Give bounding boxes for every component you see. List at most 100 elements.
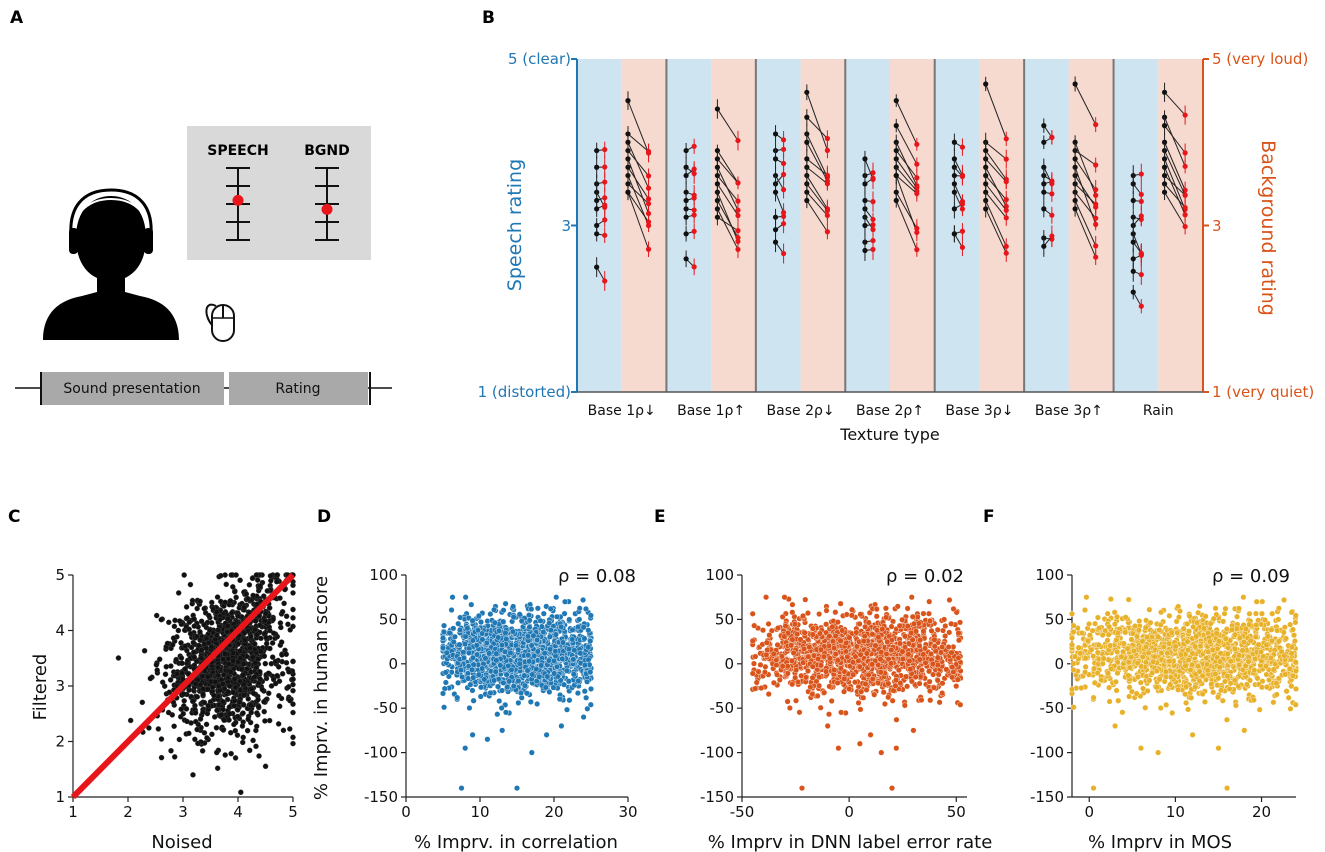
e-point [832,609,839,616]
d-point [552,648,559,655]
b-speech-point-noised [594,222,600,229]
c-point [158,736,165,742]
d-point [475,671,482,678]
d-point [546,688,553,695]
c-point [245,595,251,602]
c-point [238,666,245,673]
c-point [236,699,243,705]
b-speech-point-noised [1041,181,1047,187]
e-point [755,668,762,675]
panel-label-c: C [8,507,20,527]
c-point [254,577,261,583]
d-ytick-label: 50 [379,610,398,628]
b-background-point-noised [983,147,989,154]
d-point [509,628,516,635]
c-point [261,708,267,715]
c-point [267,645,273,652]
b-background-pair-line [1164,117,1186,167]
c-point [248,686,255,692]
c-point [186,730,192,737]
c-point [190,639,197,646]
d-point [491,619,498,626]
c-point [226,683,233,689]
b-background-point-filtered [645,210,652,217]
c-point [250,737,256,744]
d-point [566,697,573,704]
b-speech-point-noised [862,156,868,162]
b-background-band-0 [621,59,667,392]
b-background-point-noised [983,206,989,212]
b-speech-band-2 [755,59,801,392]
b-speech-point-filtered [602,146,608,153]
b-background-pair-line [895,100,918,145]
e-point [857,611,864,618]
b-background-pair-line [985,175,1007,200]
e-point [807,683,814,690]
e-point [928,627,935,634]
c-point [259,686,266,693]
c-point [159,679,166,685]
d-point [544,673,551,680]
c-point [230,689,236,696]
c-point [215,627,221,633]
b-ylabel-left: Speech rating [504,159,526,291]
b-background-pair-line [806,175,828,210]
e-point [838,709,845,716]
e-point [841,688,848,695]
b-xtick-label: Rain [1143,403,1174,419]
b-background-pair-line [1164,158,1186,210]
d-point [475,612,482,619]
d-point [584,705,591,712]
c-point [283,651,290,658]
b-speech-point-noised [772,227,779,233]
e-point [920,610,927,617]
b-speech-point-noised [683,172,689,179]
c-point [200,686,206,692]
c-point [208,644,215,650]
c-ytick-label: 5 [55,566,65,584]
c-point [268,577,274,584]
b-background-pair-line [717,175,739,202]
d-point [449,594,456,601]
e-point [856,663,863,670]
c-point [232,755,239,761]
d-point [550,657,557,664]
d-xtick-label: 30 [618,803,637,821]
b-background-point-noised [625,189,631,195]
c-point [201,699,208,706]
d-point [556,696,563,703]
b-background-pair-line [806,158,828,176]
b-speech-point-noised [862,197,868,204]
e-point [796,709,803,716]
c-point [205,612,212,619]
d-point [470,674,477,681]
c-xtick-label: 4 [233,803,243,821]
b-background-point-filtered [1093,243,1099,249]
c-point [177,618,183,624]
d-point [521,672,528,679]
d-point [506,678,513,685]
b-background-band-3 [890,59,935,392]
c-point [181,698,187,704]
timeline-sound-label: Sound presentation [63,381,200,397]
d-point [508,666,515,673]
c-point [269,654,276,660]
c-point [181,572,187,578]
c-point [165,709,172,716]
b-speech-band-6 [1113,59,1159,392]
d-point [570,656,577,663]
e-ytick-label: -150 [700,788,734,806]
c-point [228,750,234,757]
d-point [551,670,558,677]
b-speech-point-noised [772,189,779,195]
b-speech-point-noised [1041,139,1047,145]
d-point [576,616,583,623]
b-background-point-noised [625,139,631,145]
b-xtick-label: Base 1ρ↓ [588,403,656,419]
c-point [141,648,148,654]
b-speech-band-5 [1024,59,1069,392]
b-background-pair-line [1074,191,1097,219]
e-point [786,704,793,711]
c-point [197,598,203,605]
